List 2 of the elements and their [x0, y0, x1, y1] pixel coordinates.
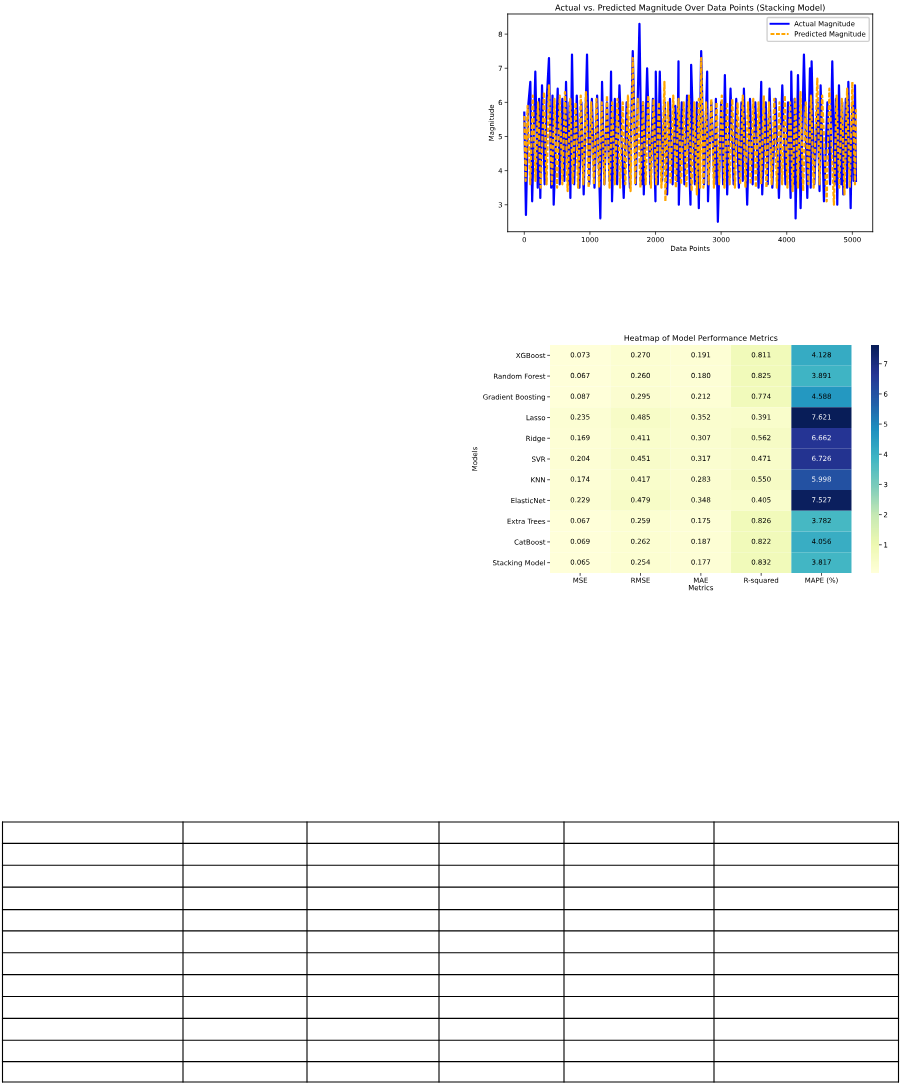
chart-title: Actual vs. Predicted Magnitude Over Data Points (Stacking Model): [555, 4, 825, 13]
line-series: [523, 56, 858, 206]
